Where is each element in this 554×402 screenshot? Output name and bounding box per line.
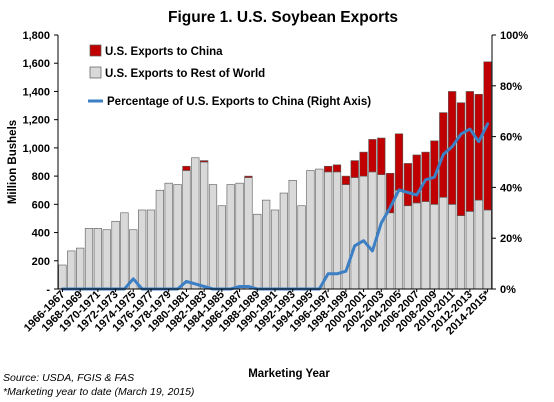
bar-china [403, 163, 412, 207]
bar-rest-of-world [403, 205, 412, 290]
bar-rest-of-world [359, 175, 368, 290]
bar-rest-of-world [84, 228, 94, 290]
bar-rest-of-world [306, 170, 315, 290]
source-note: Source: USDA, FGIS & FAS [3, 372, 134, 384]
bar-china [483, 61, 492, 211]
bar-china [350, 160, 359, 178]
bar-china [200, 160, 209, 163]
bar-china [324, 165, 333, 173]
bar-china [386, 172, 395, 214]
bar-rest-of-world [146, 209, 156, 290]
bar-rest-of-world [120, 212, 129, 290]
bar-china [394, 133, 404, 191]
y-tick-label: 800 [32, 171, 50, 183]
bar-china [359, 151, 368, 177]
bar-rest-of-world [262, 199, 271, 290]
bar-rest-of-world [182, 170, 191, 290]
bar-rest-of-world [421, 201, 430, 290]
bar-china [465, 91, 474, 212]
y-tick-label: 1,200 [22, 115, 50, 127]
bar-rest-of-world [102, 229, 111, 290]
bar-rest-of-world [394, 189, 404, 290]
bar-rest-of-world [191, 157, 200, 290]
bar-china [182, 165, 191, 171]
bar-china [332, 164, 342, 173]
footnote: *Marketing year to date (March 19, 2015) [3, 386, 194, 398]
y-tick-label: - [46, 284, 50, 296]
bar-rest-of-world [368, 171, 377, 290]
bar-rest-of-world [483, 209, 492, 290]
bar-rest-of-world [386, 212, 395, 290]
bar-rest-of-world [208, 184, 218, 290]
bar-rest-of-world [324, 171, 333, 290]
bar-china [244, 175, 253, 178]
chart-title: Figure 1. U.S. Soybean Exports [168, 9, 398, 26]
bar-rest-of-world [350, 177, 359, 290]
bar-rest-of-world [439, 196, 448, 290]
bar-rest-of-world [279, 192, 288, 290]
bar-rest-of-world [111, 220, 120, 290]
legend-swatch-china [89, 44, 102, 57]
bar-rest-of-world [76, 247, 85, 290]
bar-rest-of-world [244, 177, 253, 290]
legend-label-rest: U.S. Exports to Rest of World [105, 68, 265, 80]
y-tick-label: 1,600 [22, 58, 50, 70]
bar-rest-of-world [448, 204, 457, 290]
bar-rest-of-world [253, 213, 262, 290]
legend-label-china: U.S. Exports to China [105, 46, 223, 58]
bar-rest-of-world [456, 215, 466, 290]
y2-tick-label: 40% [500, 182, 522, 194]
y-tick-label: 1,000 [22, 143, 50, 155]
bar-rest-of-world [297, 205, 306, 290]
bar-rest-of-world [200, 161, 209, 290]
bar-china [474, 93, 483, 201]
bar-rest-of-world [235, 182, 244, 290]
bar-china [341, 175, 350, 185]
bar-rest-of-world [164, 182, 173, 290]
y-tick-label: 1,800 [22, 30, 50, 42]
bar-china [456, 102, 466, 216]
bar-china [377, 137, 386, 175]
bar-rest-of-world [217, 205, 226, 290]
bar-china [430, 140, 439, 205]
x-axis-label: Marketing Year [248, 368, 330, 380]
left-axis-ticks: - 200 400 600 800 1,000 1,200 1,400 1,600 1,800 [22, 30, 58, 296]
bar-china [412, 154, 421, 204]
y-axis-label: Million Bushels [7, 120, 19, 204]
bar-rest-of-world [93, 228, 102, 290]
bar-rest-of-world [67, 250, 76, 290]
bar-rest-of-world [430, 204, 439, 290]
bar-rest-of-world [270, 209, 280, 290]
bar-rest-of-world [315, 168, 324, 290]
bar-rest-of-world [332, 171, 342, 290]
y2-tick-label: 100% [500, 30, 528, 42]
bar-rest-of-world [138, 209, 147, 290]
bar-rest-of-world [155, 189, 164, 290]
y2-tick-label: 60% [500, 132, 522, 144]
y-tick-label: 1,400 [22, 86, 50, 98]
y-tick-label: 600 [32, 199, 50, 211]
bar-china [368, 139, 377, 173]
legend-swatch-rest [89, 66, 102, 79]
y2-tick-label: 80% [500, 81, 522, 93]
bar-china [421, 151, 430, 202]
bar-rest-of-world [412, 202, 421, 290]
bar-rest-of-world [226, 184, 235, 290]
y-tick-label: 400 [32, 228, 50, 240]
y2-tick-label: 20% [500, 233, 522, 245]
bar-rest-of-world [474, 199, 483, 290]
y-tick-label: 200 [32, 256, 50, 268]
y2-tick-label: 0% [500, 284, 516, 296]
x-axis-ticks: 1966-19671968-19691970-19711972-19731974… [22, 288, 493, 337]
legend-label-line: Percentage of U.S. Exports to China (Rig… [107, 96, 371, 108]
right-axis-ticks: 0% 20% 40% 60% 80% 100% [492, 30, 528, 296]
bar-rest-of-world [58, 264, 67, 290]
legend: U.S. Exports to China U.S. Exports to Re… [88, 44, 371, 108]
bar-rest-of-world [173, 184, 182, 290]
bar-rest-of-world [465, 211, 474, 290]
bar-rest-of-world [288, 180, 297, 290]
